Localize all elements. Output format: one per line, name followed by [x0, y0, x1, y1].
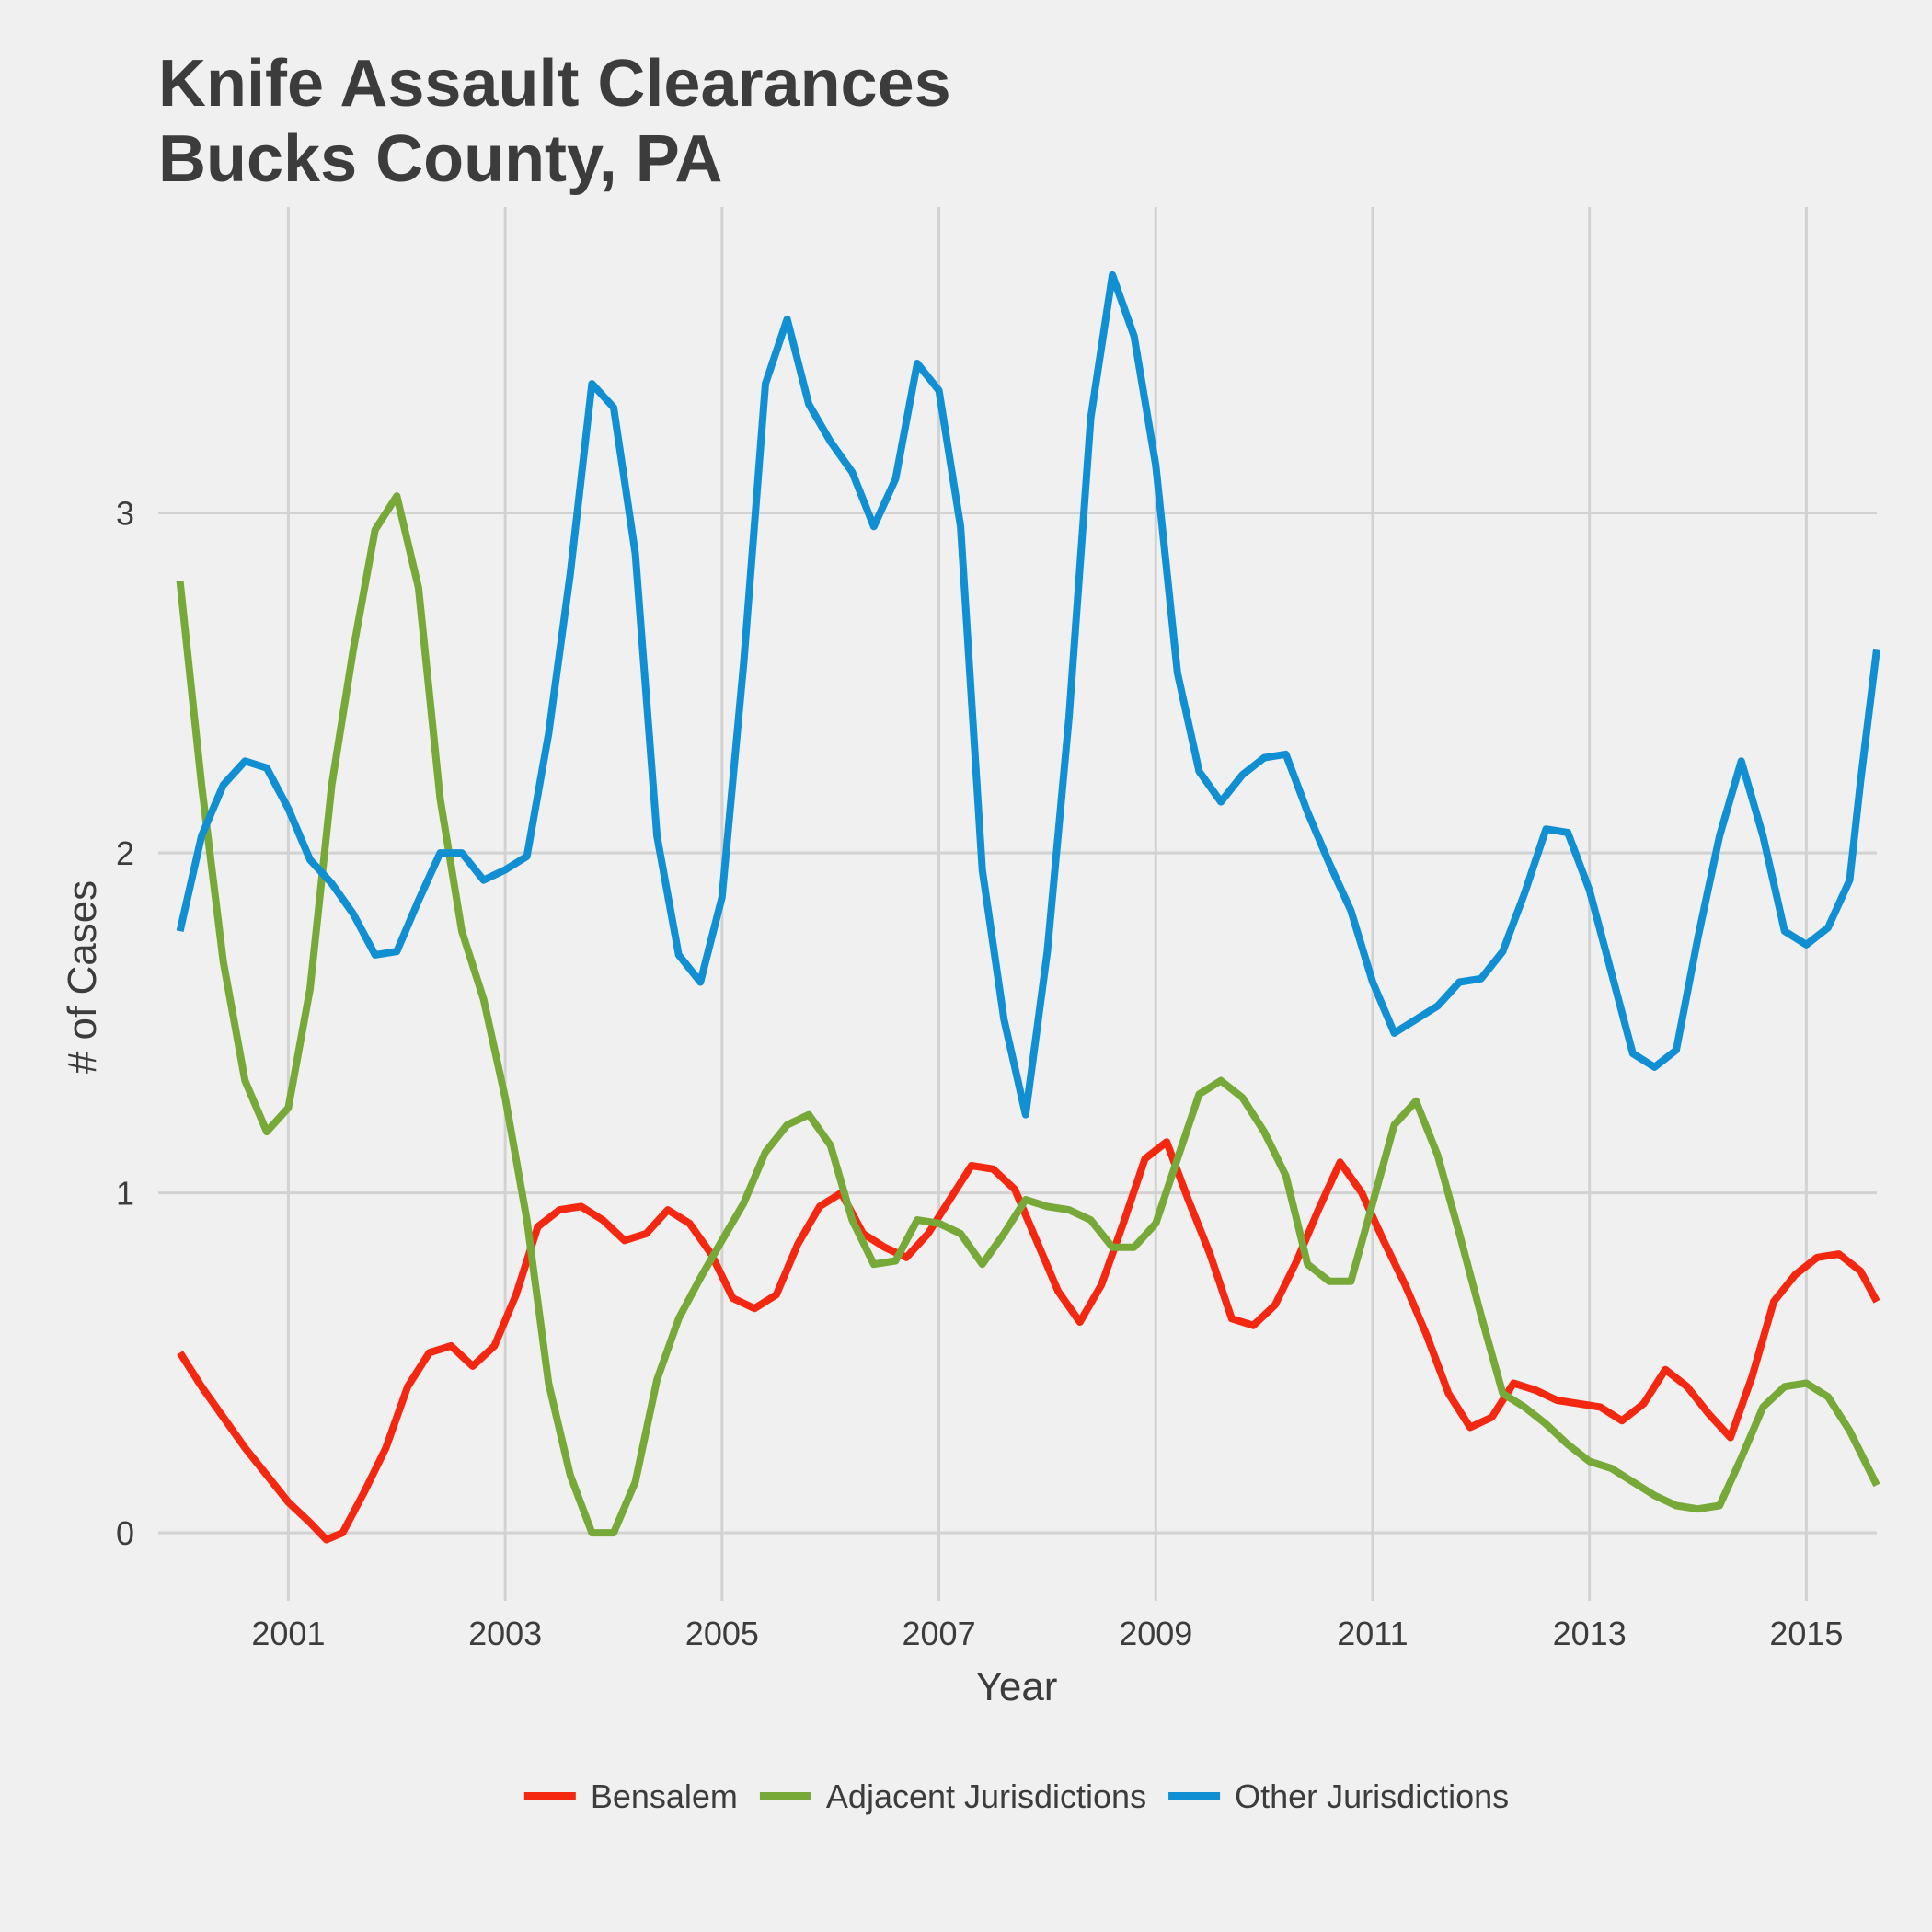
x-tick-label: 2011: [1337, 1615, 1408, 1652]
x-gridlines: [286, 207, 1808, 1601]
x-axis-title: Year: [976, 1664, 1058, 1709]
legend-item-other-jurisdictions: Other Jurisdictions: [1168, 1777, 1509, 1815]
y-tick-label: 0: [116, 1514, 134, 1552]
x-tick-label: 2015: [1769, 1615, 1843, 1652]
legend-label: Other Jurisdictions: [1235, 1777, 1509, 1815]
y-tick-label: 2: [116, 834, 134, 872]
y-tick-label: 1: [116, 1175, 134, 1213]
legend: Bensalem Adjacent Jurisdictions Other Juri…: [523, 1777, 1509, 1815]
series-lines: [176, 270, 1880, 1544]
y-tick-label: 3: [116, 495, 134, 533]
legend-item-adjacent-jurisdictions: Adjacent Jurisdictions: [759, 1777, 1146, 1815]
x-tick-label: 2001: [251, 1615, 325, 1652]
legend-item-bensalem: Bensalem: [523, 1777, 738, 1815]
chart-title-line-1: Knife Assault Clearances: [158, 47, 951, 121]
chart-title-line-2: Bucks County, PA: [158, 122, 722, 196]
y-tick-labels: 0 1 2 3: [116, 495, 134, 1553]
x-tick-labels: 2001 2003 2005 2007 2009 2011 2013 2015: [251, 1615, 1843, 1652]
series-line-adjacent-jurisdictions: [176, 492, 1880, 1537]
series-line-other-jurisdictions: [176, 270, 1880, 1119]
x-tick-label: 2005: [685, 1615, 759, 1652]
x-tick-label: 2009: [1119, 1615, 1192, 1652]
series-line-bensalem: [177, 1138, 1880, 1544]
legend-label: Adjacent Jurisdictions: [826, 1777, 1146, 1815]
x-tick-label: 2003: [468, 1615, 542, 1652]
x-tick-label: 2007: [903, 1615, 976, 1652]
legend-label: Bensalem: [591, 1777, 738, 1815]
y-axis-title: # of Cases: [60, 880, 105, 1074]
x-tick-label: 2013: [1553, 1615, 1627, 1652]
